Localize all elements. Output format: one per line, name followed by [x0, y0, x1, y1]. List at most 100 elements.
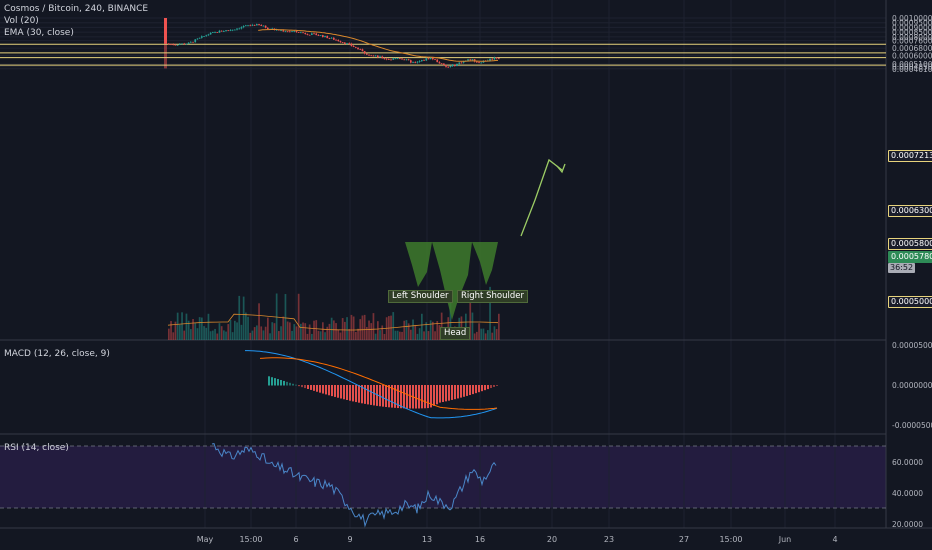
symbol-legend[interactable]: Cosmos / Bitcoin, 240, BINANCE [4, 4, 149, 14]
projection-arrowhead [556, 163, 566, 174]
volume-bar [264, 326, 267, 340]
volume-bar [341, 318, 344, 340]
volume-bar [192, 319, 194, 340]
macd-histogram-bar [436, 385, 438, 405]
volume-bar [487, 330, 489, 340]
volume-bar [410, 329, 412, 340]
volume-bar [249, 332, 252, 340]
volume-bar [240, 324, 243, 340]
volume-bar [328, 323, 331, 340]
ema-legend[interactable]: EMA (30, close) [4, 28, 74, 38]
candle [300, 32, 302, 34]
time-axis-label: 23 [604, 535, 614, 544]
volume-bar [273, 323, 276, 340]
candle [379, 56, 381, 58]
volume-bar [432, 321, 434, 340]
candle [493, 57, 496, 60]
volume-bar [421, 313, 423, 340]
volume-bar [370, 323, 373, 340]
volume-bar [414, 325, 417, 340]
volume-bar [491, 332, 494, 340]
macd-axis-label: 0.0000500 [892, 341, 932, 350]
candle [304, 32, 307, 34]
candle [381, 56, 384, 59]
volume-bar [308, 324, 311, 340]
rsi-line [211, 443, 497, 528]
candle [454, 64, 456, 66]
volume-bar [315, 320, 318, 340]
candle [196, 38, 199, 40]
price-axis: 0.00100000.00095000.00090000.00085000.00… [892, 14, 932, 529]
volume-bar [179, 324, 181, 340]
volume-bar [489, 286, 491, 340]
macd-histogram-bar [484, 385, 486, 391]
volume-bar [216, 333, 219, 340]
candle [324, 35, 326, 38]
price-axis-label: 0.0009500 [892, 19, 932, 28]
candle [498, 58, 500, 60]
volume-bar [423, 331, 425, 340]
volume-bar [322, 322, 324, 340]
time-axis-label: May [197, 535, 214, 544]
macd-axis-label: 0.0000000 [892, 381, 932, 390]
macd-legend[interactable]: MACD (12, 26, close, 9) [4, 349, 110, 359]
rsi-axis-label: 20.0000 [892, 520, 923, 529]
candle [187, 42, 190, 44]
volume-bar [436, 320, 439, 340]
macd-histogram-bar [406, 385, 408, 409]
volume-bar [271, 322, 274, 340]
volume-bar [183, 330, 186, 340]
candle [185, 43, 188, 45]
macd-histogram-bar [397, 385, 399, 409]
candle [172, 44, 175, 45]
candle [198, 37, 201, 39]
volume-bar [392, 312, 395, 340]
macd-histogram-bar [334, 385, 336, 397]
macd-histogram-bar [268, 376, 270, 386]
candle [328, 38, 331, 39]
volume-legend[interactable]: Vol (20) [4, 16, 39, 26]
macd-histogram-bar [424, 385, 426, 409]
candle [427, 58, 430, 60]
candle [253, 24, 256, 26]
price-axis-label: 0.0007600 [892, 37, 932, 46]
macd-signal-line [259, 357, 498, 410]
price-axis-label: 0.0008500 [892, 28, 932, 37]
candle [289, 31, 291, 33]
time-axis-label: 15:00 [239, 535, 262, 544]
candle [374, 55, 377, 57]
candle [480, 62, 483, 64]
macd-histogram-bar [280, 379, 282, 386]
volume-bar [418, 328, 421, 340]
rsi-legend[interactable]: RSI (14, close) [4, 443, 69, 453]
candle [473, 59, 476, 62]
candle [352, 45, 355, 47]
volume-bar [399, 331, 401, 340]
macd-histogram-bar [352, 385, 354, 402]
volume-bar [480, 328, 483, 340]
macd-histogram-bar [376, 385, 378, 406]
candle [218, 30, 221, 33]
volume-bar [372, 313, 375, 340]
volume-bar [282, 316, 285, 340]
candle [377, 55, 379, 58]
volume-bar [429, 320, 432, 340]
level-tag-2: 0.0005800 [888, 238, 932, 250]
candle [443, 63, 445, 65]
volume-bar [218, 323, 221, 340]
candle [201, 36, 203, 38]
volume-bar [346, 317, 348, 340]
candle [306, 33, 309, 35]
macd-histogram-bar [322, 385, 324, 394]
candle [421, 60, 423, 62]
volume-bar [223, 330, 225, 340]
time-axis-label: Jun [778, 535, 792, 544]
candle [174, 44, 177, 46]
candle [209, 32, 212, 35]
candle [256, 24, 258, 26]
candle [355, 46, 357, 48]
candle [385, 58, 388, 60]
candle [247, 25, 249, 27]
macd-histogram [268, 376, 498, 409]
